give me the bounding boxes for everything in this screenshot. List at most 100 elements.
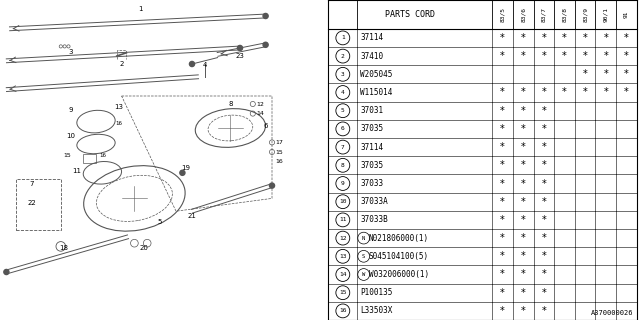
Text: 1: 1	[138, 6, 143, 12]
Text: *: *	[583, 33, 588, 43]
Text: *: *	[500, 51, 505, 61]
Text: A370000026: A370000026	[591, 310, 634, 316]
Text: *: *	[500, 142, 505, 152]
Text: 16: 16	[275, 159, 283, 164]
Text: 91: 91	[624, 11, 629, 18]
Text: *: *	[500, 160, 505, 170]
Circle shape	[4, 269, 9, 275]
Text: 7: 7	[341, 145, 345, 149]
Text: *: *	[521, 179, 525, 188]
Text: *: *	[541, 306, 546, 316]
Text: W205045: W205045	[360, 70, 393, 79]
Text: 12: 12	[256, 101, 264, 107]
Text: 37031: 37031	[360, 106, 383, 115]
Text: *: *	[521, 124, 525, 134]
Text: 13: 13	[114, 104, 123, 110]
Text: 14: 14	[339, 272, 347, 277]
Text: *: *	[541, 288, 546, 298]
Text: 16: 16	[99, 153, 106, 158]
Text: *: *	[500, 269, 505, 279]
Text: 11: 11	[339, 217, 347, 222]
Text: 14: 14	[256, 111, 264, 116]
Text: 16: 16	[115, 121, 122, 126]
Text: W032006000(1): W032006000(1)	[369, 270, 429, 279]
Text: *: *	[500, 124, 505, 134]
Circle shape	[237, 45, 243, 51]
Text: *: *	[521, 142, 525, 152]
Text: W: W	[362, 272, 365, 277]
Text: *: *	[541, 51, 546, 61]
Text: 4: 4	[203, 62, 207, 68]
Text: 15: 15	[63, 153, 71, 158]
Text: 3: 3	[68, 49, 73, 55]
Text: 21: 21	[188, 212, 196, 219]
Text: *: *	[541, 197, 546, 207]
Text: *: *	[521, 160, 525, 170]
Text: 15: 15	[339, 290, 347, 295]
Text: *: *	[541, 179, 546, 188]
Text: L33503X: L33503X	[360, 307, 393, 316]
Text: *: *	[541, 269, 546, 279]
Text: 8: 8	[341, 163, 345, 168]
Text: N021806000(1): N021806000(1)	[369, 234, 429, 243]
Text: *: *	[562, 87, 567, 98]
Text: 3: 3	[341, 72, 345, 77]
Text: 83/8: 83/8	[562, 7, 567, 22]
Text: *: *	[541, 106, 546, 116]
Text: *: *	[500, 233, 505, 243]
Text: 16: 16	[339, 308, 347, 313]
Text: *: *	[500, 215, 505, 225]
Text: *: *	[521, 288, 525, 298]
Text: 83/6: 83/6	[521, 7, 525, 22]
Text: *: *	[541, 142, 546, 152]
Text: *: *	[541, 124, 546, 134]
Text: *: *	[541, 160, 546, 170]
Text: *: *	[562, 33, 567, 43]
Text: 83/5: 83/5	[500, 7, 505, 22]
Text: *: *	[521, 306, 525, 316]
Text: *: *	[500, 87, 505, 98]
Text: *: *	[521, 215, 525, 225]
Circle shape	[263, 13, 268, 19]
Text: *: *	[583, 51, 588, 61]
Text: 37114: 37114	[360, 143, 383, 152]
Text: *: *	[604, 51, 608, 61]
Text: *: *	[541, 233, 546, 243]
Text: *: *	[500, 33, 505, 43]
Text: W115014: W115014	[360, 88, 393, 97]
Text: 17: 17	[275, 140, 283, 145]
Text: 11: 11	[72, 168, 81, 174]
Text: 9: 9	[341, 181, 345, 186]
Text: *: *	[500, 197, 505, 207]
Text: *: *	[500, 288, 505, 298]
Text: *: *	[604, 33, 608, 43]
Text: 12: 12	[339, 236, 347, 241]
Text: *: *	[521, 106, 525, 116]
Text: 37114: 37114	[360, 33, 383, 42]
Text: S: S	[362, 254, 365, 259]
Text: 37035: 37035	[360, 161, 383, 170]
Text: 90/1: 90/1	[604, 7, 608, 22]
Text: 13: 13	[339, 254, 347, 259]
Text: 6: 6	[263, 123, 268, 129]
Text: *: *	[541, 33, 546, 43]
Text: 4: 4	[341, 90, 345, 95]
Text: *: *	[541, 251, 546, 261]
Text: *: *	[583, 87, 588, 98]
Text: *: *	[624, 69, 629, 79]
Text: *: *	[500, 251, 505, 261]
Text: 22: 22	[28, 200, 36, 206]
Text: 6: 6	[341, 126, 345, 132]
Text: *: *	[624, 51, 629, 61]
Text: 5: 5	[341, 108, 345, 113]
Text: *: *	[521, 197, 525, 207]
Text: PARTS CORD: PARTS CORD	[385, 10, 435, 19]
Circle shape	[269, 183, 275, 188]
Circle shape	[263, 42, 268, 47]
Text: 83/7: 83/7	[541, 7, 547, 22]
Text: 37035: 37035	[360, 124, 383, 133]
Text: *: *	[604, 87, 608, 98]
Text: 23: 23	[236, 52, 244, 59]
Text: P100135: P100135	[360, 288, 393, 297]
Text: 37033: 37033	[360, 179, 383, 188]
